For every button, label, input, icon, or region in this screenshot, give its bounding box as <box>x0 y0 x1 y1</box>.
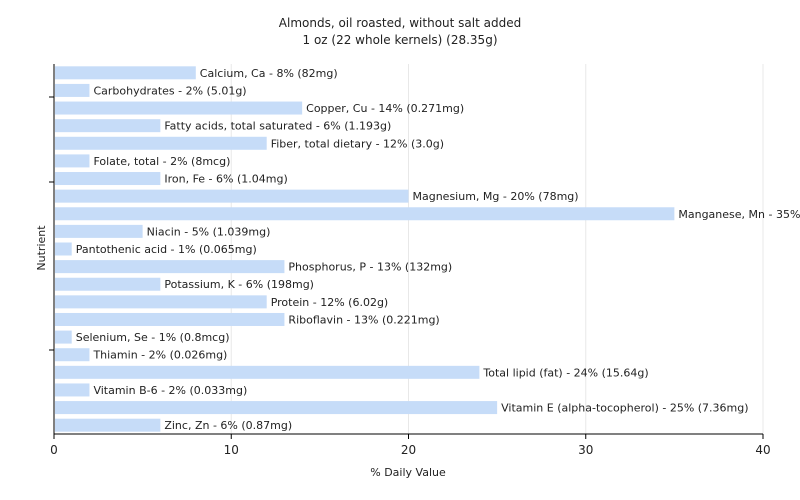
bar-label: Riboflavin - 13% (0.221mg) <box>288 313 439 326</box>
bar <box>55 383 90 397</box>
x-tick-label: 40 <box>755 443 770 457</box>
bar <box>55 330 72 344</box>
bar <box>55 295 267 309</box>
bar-label: Carbohydrates - 2% (5.01g) <box>93 84 246 97</box>
x-tick-label: 30 <box>578 443 593 457</box>
bar-label: Copper, Cu - 14% (0.271mg) <box>306 102 464 115</box>
bar <box>55 401 498 415</box>
bar-label: Folate, total - 2% (8mcg) <box>93 155 230 168</box>
bar-label: Iron, Fe - 6% (1.04mg) <box>164 173 287 186</box>
x-tick-label: 0 <box>50 443 58 457</box>
x-tick-label: 10 <box>224 443 239 457</box>
bar <box>55 242 72 256</box>
bar <box>55 189 409 203</box>
bar-label: Potassium, K - 6% (198mg) <box>164 278 314 291</box>
bar <box>55 83 90 97</box>
bar-label: Manganese, Mn - 35% (0.697mg) <box>678 208 800 221</box>
bar <box>55 224 143 238</box>
bar-label: Fatty acids, total saturated - 6% (1.193… <box>164 120 391 133</box>
bar-label: Pantothenic acid - 1% (0.065mg) <box>76 243 257 256</box>
bar <box>55 418 161 432</box>
bar <box>55 365 480 379</box>
bar <box>55 312 285 326</box>
bar-label: Total lipid (fat) - 24% (15.64g) <box>482 366 648 379</box>
x-axis-label: % Daily Value <box>370 466 446 479</box>
bar <box>55 136 267 150</box>
bar <box>55 260 285 274</box>
bar <box>55 277 161 291</box>
bar-label: Thiamin - 2% (0.026mg) <box>92 349 227 362</box>
bar <box>55 207 675 221</box>
bar <box>55 66 196 80</box>
bar <box>55 101 303 115</box>
bar-label: Zinc, Zn - 6% (0.87mg) <box>164 419 292 432</box>
bars: Calcium, Ca - 8% (82mg) Carbohydrates - 2… <box>55 66 800 432</box>
bar-label: Magnesium, Mg - 20% (78mg) <box>413 190 579 203</box>
y-axis-label: Nutrient <box>35 225 48 271</box>
bar-label: Niacin - 5% (1.039mg) <box>147 225 271 238</box>
bar <box>55 348 90 362</box>
bar <box>55 154 90 168</box>
bar-label: Vitamin B-6 - 2% (0.033mg) <box>93 384 247 397</box>
x-tick-label: 20 <box>401 443 416 457</box>
bar <box>55 119 161 133</box>
bar-label: Vitamin E (alpha-tocopherol) - 25% (7.36… <box>501 402 748 415</box>
axes: 0 10 20 30 40 <box>49 64 771 457</box>
bar-label: Fiber, total dietary - 12% (3.0g) <box>271 137 444 150</box>
bar-label: Protein - 12% (6.02g) <box>271 296 389 309</box>
chart-title: Almonds, oil roasted, without salt added <box>279 16 521 30</box>
bar-label: Selenium, Se - 1% (0.8mcg) <box>76 331 230 344</box>
bar <box>55 172 161 186</box>
bar-label: Phosphorus, P - 13% (132mg) <box>288 261 452 274</box>
chart-subtitle: 1 oz (22 whole kernels) (28.35g) <box>303 33 498 47</box>
bar-label: Calcium, Ca - 8% (82mg) <box>200 67 338 80</box>
